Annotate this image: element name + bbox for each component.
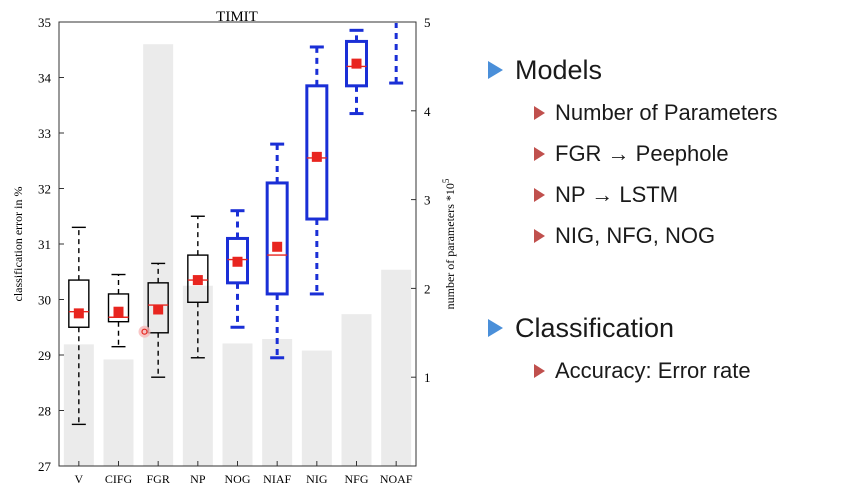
box-fgr [147,262,169,378]
mean-marker [272,241,283,252]
outlier-halo [138,325,151,338]
parameter-bar [143,44,174,466]
bullet-classification-label: Classification [515,312,675,343]
y-tick-label: 31 [38,237,51,252]
slide-bullets: Models Number of Parameters FGR → Peepho… [488,48,838,391]
box-iqr [226,236,249,285]
parameter-bar [262,339,293,466]
y2-tick-label: 3 [424,193,431,208]
bullet-arrow-icon [534,228,545,243]
y-tick-label: 35 [38,15,51,30]
box-iqr [265,181,289,296]
mean-marker [192,275,203,286]
bullet-models: Models [488,48,838,92]
box-series [68,23,404,426]
parameter-bar [103,359,134,466]
axes [58,21,417,467]
y2-tick-label: 1 [424,370,431,385]
mean-marker [311,151,322,162]
box-iqr [187,254,209,303]
bullet-item-label: NP → LSTM [555,181,679,207]
bullet-arrow-icon [488,61,503,79]
y-tick-label: 30 [38,293,51,308]
y-tick-label: 29 [38,348,51,363]
mean-marker [153,304,164,315]
x-tick-label: CIFG [105,472,133,486]
bullet-nig-nfg-nog: NIG, NFG, NOG [534,215,838,256]
box-nog [226,209,249,329]
y-tick-label: 34 [38,71,52,86]
x-tick-label: NFG [344,472,368,486]
box-v [68,226,90,426]
box-nfg [345,28,368,116]
mean-marker [73,308,84,319]
box-iqr [147,282,169,334]
y2-tick-label: 2 [424,281,431,296]
outlier-point [141,328,148,335]
box-cifg [107,273,130,348]
x-tick-label: NIAF [263,472,291,486]
mean-marker [351,58,362,69]
y-axis-label: classification error in % [11,187,25,302]
mean-marker [232,256,243,267]
bullet-fgr-peephole: FGR → Peephole [534,133,838,174]
bullet-number-of-parameters: Number of Parameters [534,92,838,133]
x-tick-label: NOAF [380,472,413,486]
y-tick-label: 33 [38,126,51,141]
bullet-item-label: NIG, NFG, NOG [555,222,716,248]
bullet-arrow-icon [534,146,545,161]
box-niaf [265,142,289,360]
y-tick-label: 28 [38,404,51,419]
bullet-accuracy-error-rate: Accuracy: Error rate [534,350,838,391]
bullet-classification: Classification [488,306,838,350]
parameter-bar [222,343,253,466]
x-tick-label: NOG [225,472,251,486]
parameter-bars [63,44,412,466]
y-tick-label: 27 [38,459,52,474]
box-noaf [389,23,404,85]
y2-axis-label: number of parameters *105 [441,178,457,309]
bullet-arrow-icon [534,363,545,378]
y2-tick-label: 5 [424,15,431,30]
parameter-bar [301,350,332,466]
bullet-arrow-icon [534,105,545,120]
mean-marker [113,306,124,317]
box-iqr [107,293,130,323]
bullet-arrow-icon [534,187,545,202]
bullet-item-label: Accuracy: Error rate [555,357,751,383]
box-iqr [68,279,90,328]
chart-title: TIMIT [216,9,258,25]
box-nig [305,45,329,296]
x-tick-label: NIG [306,472,328,486]
y-tick-label: 32 [38,182,51,197]
x-tick-label: V [74,472,83,486]
bullet-arrow-icon [488,319,503,337]
bullet-models-label: Models [515,54,603,85]
box-np [187,215,209,359]
parameter-bar [341,314,372,466]
bullet-item-label: FGR → Peephole [555,140,729,166]
x-tick-label: NP [190,472,206,486]
parameter-bar [381,269,412,466]
parameter-bar [63,344,94,466]
bullet-np-lstm: NP → LSTM [534,174,838,215]
box-iqr [345,39,368,88]
x-tick-label: FGR [146,472,169,486]
bullet-item-label: Number of Parameters [555,99,778,125]
box-iqr [305,84,329,221]
y2-tick-label: 4 [424,104,431,119]
